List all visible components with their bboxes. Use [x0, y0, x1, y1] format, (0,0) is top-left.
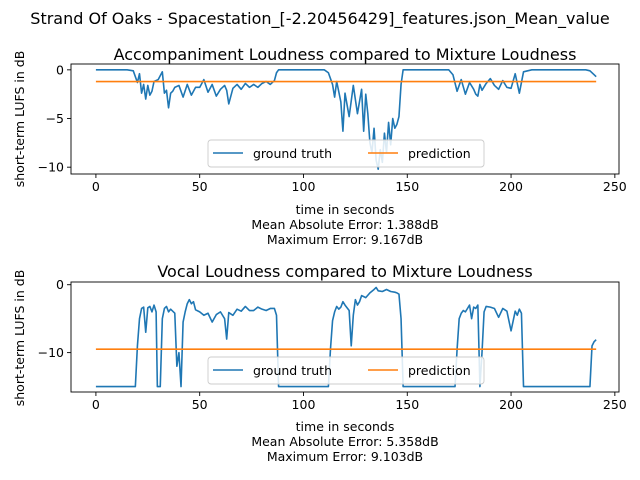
- accompaniment-x-tick-label-50: 50: [192, 179, 208, 194]
- vocal-ticks: 0 50 100 150 200 250 0 −10: [38, 277, 627, 412]
- vocal-y-tick-label-0: 0: [56, 277, 64, 292]
- accompaniment-legend-ground-truth-label: ground truth: [253, 146, 332, 161]
- accompaniment-x-tick-label-200: 200: [499, 179, 523, 194]
- accompaniment-x-tick-label-250: 250: [603, 179, 627, 194]
- vocal-x-tick-label-250: 250: [603, 397, 627, 412]
- vocal-legend: ground truth prediction: [207, 356, 485, 385]
- accompaniment-legend: ground truth prediction: [207, 139, 485, 168]
- vocal-chart: Vocal Loudness compared to Mixture Loudn…: [12, 262, 627, 464]
- vocal-y-tick-label-10: −10: [38, 345, 64, 360]
- figure-suptitle: Strand Of Oaks - Spacestation_[-2.204564…: [30, 9, 609, 29]
- accompaniment-y-tick-label-5: −5: [46, 111, 64, 126]
- accompaniment-x-axis-label: time in seconds: [296, 202, 395, 217]
- accompaniment-chart-title: Accompaniment Loudness compared to Mixtu…: [114, 45, 577, 64]
- vocal-x-axis-label: time in seconds: [296, 419, 395, 434]
- vocal-x-tick-label-50: 50: [192, 397, 208, 412]
- accompaniment-x-tick-label-100: 100: [292, 179, 316, 194]
- vocal-mean-absolute-error: Mean Absolute Error: 5.358dB: [251, 434, 438, 449]
- accompaniment-axes-frame: [70, 63, 620, 175]
- vocal-y-axis-label: short-term LUFS in dB: [12, 270, 27, 407]
- vocal-x-tick-label-100: 100: [292, 397, 316, 412]
- vocal-chart-title: Vocal Loudness compared to Mixture Loudn…: [157, 262, 532, 281]
- accompaniment-y-tick-label-0: 0: [56, 62, 64, 77]
- vocal-plot-area: [95, 286, 597, 388]
- accompaniment-x-tick-label-0: 0: [92, 179, 100, 194]
- accompaniment-x-tick-label-150: 150: [395, 179, 419, 194]
- vocal-legend-box: [207, 356, 485, 385]
- vocal-maximum-error: Maximum Error: 9.103dB: [267, 449, 423, 464]
- vocal-series-ground-truth: [95, 286, 597, 388]
- vocal-legend-ground-truth-label: ground truth: [253, 363, 332, 378]
- accompaniment-legend-prediction-label: prediction: [408, 146, 471, 161]
- accompaniment-plot-area: [95, 69, 597, 170]
- accompaniment-y-axis-label: short-term LUFS in dB: [12, 51, 27, 188]
- accompaniment-legend-box: [207, 139, 485, 168]
- vocal-x-tick-label-0: 0: [92, 397, 100, 412]
- accompaniment-y-tick-label-10: −10: [38, 160, 64, 175]
- accompaniment-chart: Accompaniment Loudness compared to Mixtu…: [12, 45, 627, 247]
- accompaniment-maximum-error: Maximum Error: 9.167dB: [267, 232, 423, 247]
- vocal-x-tick-label-150: 150: [395, 397, 419, 412]
- vocal-x-tick-label-200: 200: [499, 397, 523, 412]
- vocal-legend-prediction-label: prediction: [408, 363, 471, 378]
- vocal-axes-frame: [70, 281, 620, 393]
- accompaniment-ticks: 0 50 100 150 200 250 0 −5 −10: [38, 62, 627, 194]
- accompaniment-series-ground-truth: [95, 69, 597, 170]
- accompaniment-mean-absolute-error: Mean Absolute Error: 1.388dB: [251, 217, 438, 232]
